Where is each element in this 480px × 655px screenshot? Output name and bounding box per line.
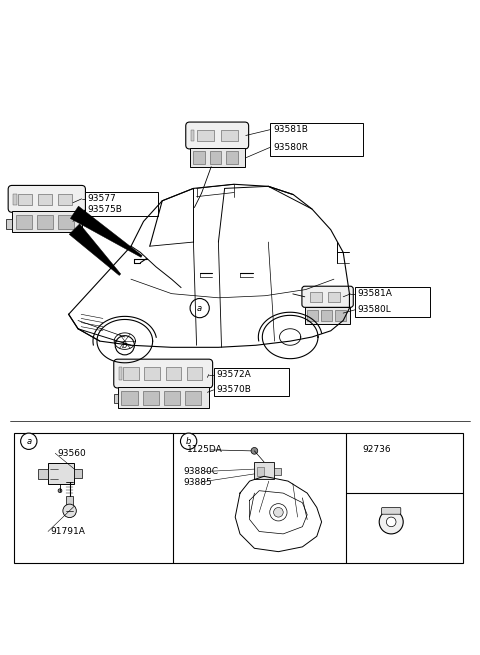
Bar <box>355 287 430 317</box>
Bar <box>121 391 138 405</box>
Circle shape <box>115 335 134 355</box>
Text: 91791A: 91791A <box>50 527 85 536</box>
Text: 93885: 93885 <box>184 477 213 487</box>
Bar <box>193 151 205 164</box>
Bar <box>74 469 82 477</box>
Bar <box>85 192 158 216</box>
Bar <box>13 194 17 204</box>
Bar <box>166 367 181 381</box>
Bar <box>16 215 32 229</box>
Bar <box>119 367 122 381</box>
FancyBboxPatch shape <box>114 359 213 388</box>
Bar <box>38 469 48 479</box>
Circle shape <box>58 489 62 493</box>
Circle shape <box>251 447 258 454</box>
Text: 92736: 92736 <box>362 445 391 455</box>
Bar <box>143 391 159 405</box>
Text: b: b <box>122 341 128 350</box>
Text: 93570B: 93570B <box>216 385 251 394</box>
Bar <box>144 367 160 381</box>
FancyBboxPatch shape <box>186 122 249 149</box>
Bar <box>214 368 289 396</box>
Text: 93880C: 93880C <box>184 467 219 476</box>
Bar <box>38 194 52 204</box>
Bar <box>210 151 221 164</box>
Bar <box>114 394 118 403</box>
Bar <box>310 293 322 301</box>
FancyBboxPatch shape <box>8 185 85 212</box>
Bar <box>58 194 72 204</box>
Bar <box>270 123 363 156</box>
Bar <box>185 391 201 405</box>
Bar <box>328 293 340 301</box>
Text: 93572A: 93572A <box>216 370 251 379</box>
Bar <box>274 468 281 475</box>
Text: 93560: 93560 <box>58 449 86 458</box>
Circle shape <box>63 504 76 517</box>
Bar <box>191 130 194 141</box>
Bar <box>14 433 463 563</box>
Bar <box>305 307 350 324</box>
Bar <box>307 310 318 321</box>
Circle shape <box>379 510 403 534</box>
Text: 93575B: 93575B <box>87 206 122 214</box>
Bar <box>197 130 214 141</box>
Polygon shape <box>69 224 121 276</box>
Bar <box>58 215 74 229</box>
Bar <box>37 215 53 229</box>
Bar <box>335 310 346 321</box>
Polygon shape <box>71 206 142 257</box>
FancyBboxPatch shape <box>302 286 353 307</box>
Text: b: b <box>186 437 192 446</box>
Circle shape <box>274 508 283 517</box>
Bar <box>190 149 245 167</box>
Bar <box>6 219 12 229</box>
Bar <box>164 391 180 405</box>
Bar <box>48 463 74 483</box>
Circle shape <box>270 504 287 521</box>
Bar <box>221 130 238 141</box>
Bar <box>226 151 238 164</box>
Bar <box>254 462 274 479</box>
Bar <box>187 367 202 381</box>
Text: 1125DA: 1125DA <box>187 445 223 455</box>
Text: 93580R: 93580R <box>274 143 309 152</box>
Bar <box>123 367 139 381</box>
Bar <box>66 496 73 511</box>
Circle shape <box>190 299 209 318</box>
Text: 93580L: 93580L <box>358 305 391 314</box>
FancyBboxPatch shape <box>382 508 401 514</box>
Bar <box>12 212 82 233</box>
Bar <box>257 467 264 476</box>
Circle shape <box>21 433 37 449</box>
Text: 93581B: 93581B <box>274 125 309 134</box>
Bar <box>118 387 209 408</box>
Bar <box>18 194 32 204</box>
Text: 93577: 93577 <box>87 195 116 203</box>
Bar <box>321 310 332 321</box>
Text: a: a <box>197 304 202 312</box>
Circle shape <box>180 433 197 449</box>
Circle shape <box>386 517 396 527</box>
Text: 93581A: 93581A <box>358 290 393 299</box>
Text: a: a <box>26 437 31 446</box>
